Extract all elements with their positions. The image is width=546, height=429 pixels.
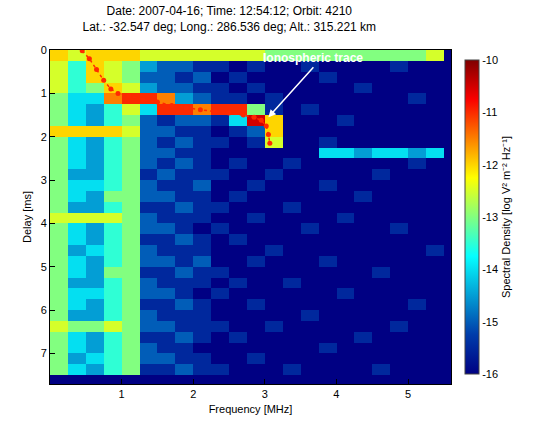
svg-text:-13: -13 — [482, 211, 498, 223]
svg-text:Frequency [MHz]: Frequency [MHz] — [209, 403, 293, 415]
svg-text:Delay [ms]: Delay [ms] — [21, 191, 33, 243]
svg-text:3: 3 — [41, 174, 47, 186]
svg-text:1: 1 — [41, 87, 47, 99]
svg-text:6: 6 — [41, 304, 47, 316]
svg-text:0: 0 — [41, 44, 47, 56]
svg-text:-11: -11 — [482, 106, 497, 118]
svg-text:Date: 2007-04-16; Time: 12:54:: Date: 2007-04-16; Time: 12:54:12; Orbit:… — [83, 4, 377, 34]
svg-text:2: 2 — [190, 388, 196, 400]
svg-text:-16: -16 — [482, 368, 498, 380]
svg-text:5: 5 — [405, 388, 411, 400]
svg-text:2: 2 — [41, 131, 47, 143]
svg-text:4: 4 — [41, 217, 47, 229]
svg-text:Spectral Density [log V² m⁻² H: Spectral Density [log V² m⁻² Hz⁻¹] — [500, 136, 512, 298]
svg-text:4: 4 — [333, 388, 339, 400]
svg-text:Ionospheric trace: Ionospheric trace — [263, 51, 363, 65]
svg-text:5: 5 — [41, 261, 47, 273]
svg-text:-14: -14 — [482, 263, 498, 275]
svg-text:7: 7 — [41, 347, 47, 359]
svg-text:-10: -10 — [482, 54, 498, 66]
svg-text:-15: -15 — [482, 316, 498, 328]
svg-text:1: 1 — [119, 388, 125, 400]
svg-text:-12: -12 — [482, 159, 498, 171]
svg-text:3: 3 — [262, 388, 268, 400]
